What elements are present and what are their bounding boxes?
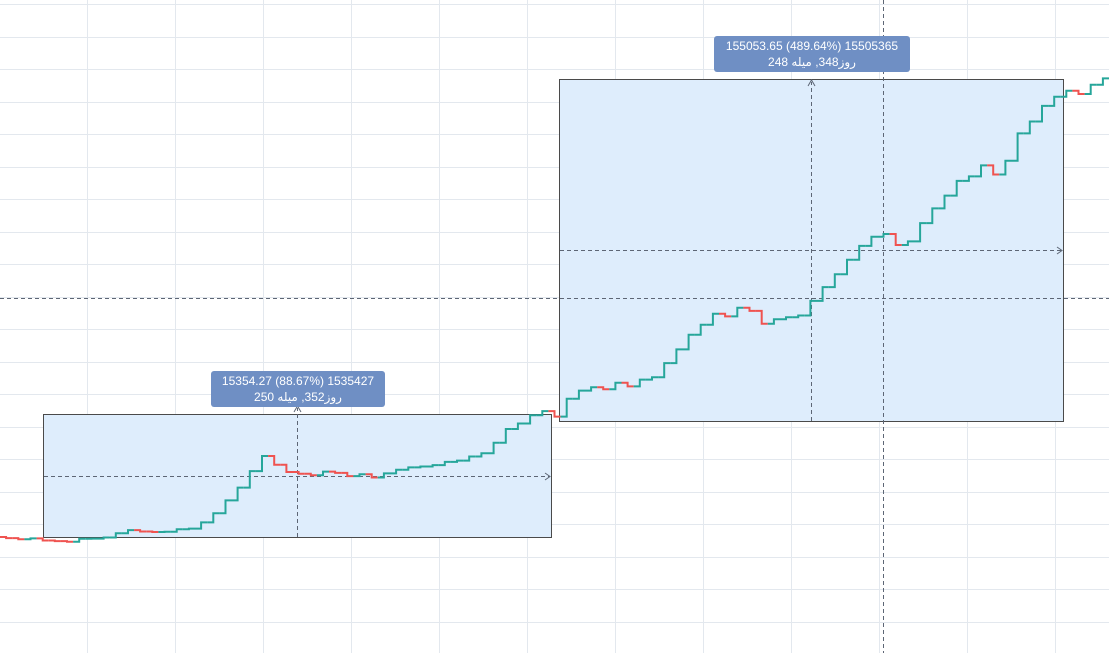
price-segment-74 xyxy=(889,233,902,246)
price-segment-51 xyxy=(609,381,622,391)
price-segment-30 xyxy=(353,473,366,478)
price-segment-10 xyxy=(109,532,122,539)
price-segment-6 xyxy=(60,540,74,543)
price-segment-56 xyxy=(670,348,683,365)
price-segment-81 xyxy=(974,164,988,178)
measure-left-bars-days: 250 روز352, میله xyxy=(254,390,342,404)
price-segment-31 xyxy=(365,473,378,479)
price-segment-32 xyxy=(377,472,390,479)
measure-label-right: 155053.65 (489.64%) 15505365 248 روز348,… xyxy=(714,36,910,72)
price-segment-29 xyxy=(341,471,354,478)
price-segment-80 xyxy=(962,175,975,182)
price-segment-65 xyxy=(780,316,793,321)
price-segment-19 xyxy=(219,499,232,515)
price-segment-71 xyxy=(853,244,866,261)
price-segment-82 xyxy=(987,164,1000,176)
price-segment-34 xyxy=(402,466,415,471)
price-segment-38 xyxy=(450,459,464,463)
price-segment-41 xyxy=(487,441,500,455)
price-segment-26 xyxy=(304,472,317,477)
price-segment-25 xyxy=(292,471,305,475)
price-segment-55 xyxy=(658,362,671,379)
price-segment-27 xyxy=(316,470,329,477)
price-segment-66 xyxy=(792,314,805,319)
measure-right-v-arrow xyxy=(807,79,816,87)
price-segment-78 xyxy=(938,194,951,210)
price-segment-59 xyxy=(706,312,719,326)
price-segment-79 xyxy=(950,179,963,197)
price-segment-20 xyxy=(231,486,244,502)
price-segment-88 xyxy=(1060,89,1073,98)
price-segment-87 xyxy=(1048,95,1061,107)
measure-left-h-arrow xyxy=(544,472,551,481)
measure-right-bars-days: 248 روز348, میله xyxy=(768,55,856,69)
price-segment-7 xyxy=(73,537,86,543)
price-segment-63 xyxy=(755,309,768,325)
price-segment-60 xyxy=(719,312,732,318)
price-segment-43 xyxy=(511,422,524,430)
price-segment-9 xyxy=(97,536,110,540)
price-segment-44 xyxy=(524,414,537,425)
price-segment-11 xyxy=(121,529,135,535)
price-segment-77 xyxy=(926,207,939,225)
price-segment-67 xyxy=(804,299,817,317)
price-segment-22 xyxy=(255,455,269,473)
price-segment-84 xyxy=(1011,132,1024,162)
price-segment-61 xyxy=(731,306,744,318)
price-segment-70 xyxy=(840,258,854,276)
price-segment-2 xyxy=(12,537,25,541)
price-segment-57 xyxy=(682,333,695,351)
price-segment-90 xyxy=(1084,83,1097,95)
price-segment-40 xyxy=(475,452,488,458)
price-segment-35 xyxy=(414,465,427,469)
price-segment-42 xyxy=(499,428,512,444)
price-segment-47 xyxy=(560,397,573,418)
measure-right-h-arrow xyxy=(1056,246,1063,255)
price-segment-12 xyxy=(134,529,147,533)
price-segment-48 xyxy=(572,389,585,400)
measure-label-left: 15354.27 (88.67%) 1535427 250 روز352, می… xyxy=(211,371,385,407)
price-segment-5 xyxy=(48,539,61,543)
price-segment-73 xyxy=(877,233,890,238)
price-segment-83 xyxy=(999,159,1012,176)
price-segment-91 xyxy=(1096,77,1109,86)
price-segment-49 xyxy=(585,386,598,392)
measure-right-price-change: 155053.65 (489.64%) 15505365 xyxy=(725,39,899,53)
price-segment-18 xyxy=(207,512,220,524)
price-segment-21 xyxy=(243,470,256,489)
price-segment-58 xyxy=(694,323,707,336)
price-segment-69 xyxy=(828,273,841,289)
price-segment-76 xyxy=(914,222,927,243)
price-segment-72 xyxy=(865,235,878,247)
price-segment-33 xyxy=(390,468,403,475)
price-segment-1 xyxy=(0,536,13,540)
price-segment-68 xyxy=(816,286,829,302)
price-segment-52 xyxy=(621,381,634,388)
price-segment-64 xyxy=(767,318,780,325)
price-segment-85 xyxy=(1023,120,1036,135)
price-segment-16 xyxy=(182,527,195,531)
price-segment-13 xyxy=(146,530,159,533)
measure-left-price-change: 15354.27 (88.67%) 1535427 xyxy=(221,374,375,388)
price-segment-46 xyxy=(548,410,561,418)
price-segment-17 xyxy=(195,521,208,530)
price-segment-4 xyxy=(36,537,49,542)
price-segment-3 xyxy=(24,537,37,541)
price-segment-45 xyxy=(536,410,549,417)
price-segment-24 xyxy=(280,463,293,473)
price-segment-54 xyxy=(645,376,659,381)
price-segment-15 xyxy=(170,528,183,533)
price-segment-36 xyxy=(426,464,439,468)
price-segment-62 xyxy=(743,306,756,312)
price-segment-37 xyxy=(438,460,451,467)
price-segment-89 xyxy=(1072,89,1085,95)
price-segment-39 xyxy=(463,455,476,462)
price-segment-28 xyxy=(329,470,342,474)
price-segment-50 xyxy=(597,386,610,391)
price-segment-53 xyxy=(633,378,646,388)
price-segment-86 xyxy=(1035,104,1049,123)
price-segment-23 xyxy=(268,455,281,466)
price-segment-75 xyxy=(901,240,914,246)
